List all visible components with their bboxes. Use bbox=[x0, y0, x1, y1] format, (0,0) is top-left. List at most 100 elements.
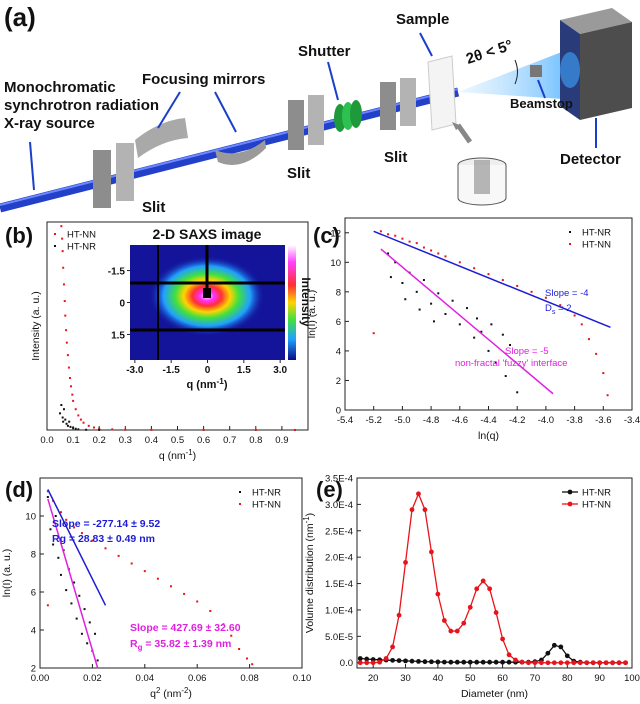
data-point bbox=[610, 660, 615, 666]
series-line bbox=[360, 492, 626, 664]
data-point bbox=[293, 428, 296, 431]
data-point bbox=[70, 385, 73, 388]
data-point bbox=[545, 660, 551, 666]
x-tick-label: -4.8 bbox=[423, 415, 439, 426]
x-tick-label: 0.1 bbox=[66, 435, 79, 446]
data-point bbox=[501, 333, 504, 336]
data-point bbox=[532, 660, 538, 666]
x-tick-label: 80 bbox=[562, 673, 573, 684]
x-axis-label-part: 2 bbox=[156, 686, 160, 695]
data-point bbox=[500, 636, 505, 642]
inset-x-tick-label: -3.0 bbox=[126, 365, 144, 376]
data-point bbox=[59, 573, 62, 576]
data-point bbox=[590, 660, 596, 666]
inset-x-label: q (nm-1) bbox=[187, 377, 228, 391]
legend-marker bbox=[54, 245, 56, 247]
x-tick-label: 0.2 bbox=[93, 435, 106, 446]
legend-marker bbox=[54, 233, 56, 235]
data-point bbox=[416, 491, 421, 497]
data-point bbox=[401, 237, 404, 240]
y-tick-label: 10 bbox=[25, 512, 36, 523]
data-point bbox=[64, 418, 67, 421]
data-point bbox=[170, 585, 172, 588]
data-point bbox=[429, 659, 434, 665]
x-tick-label: -4.2 bbox=[509, 415, 525, 426]
slit-plate bbox=[308, 95, 324, 145]
angle-label: 2θ < 5° bbox=[464, 37, 515, 68]
data-point bbox=[430, 302, 433, 305]
x-tick-label: 0.9 bbox=[275, 435, 288, 446]
data-point bbox=[52, 543, 55, 546]
x-tick-label: 0.08 bbox=[240, 673, 259, 684]
legend-label: HT-NN bbox=[582, 500, 611, 511]
data-point bbox=[473, 267, 476, 270]
data-point bbox=[372, 332, 375, 335]
y-tick-label: 2.5E-4 bbox=[325, 526, 353, 537]
y-axis-label: ln(I) (a. u.) bbox=[306, 290, 318, 338]
data-point bbox=[487, 273, 490, 276]
data-point bbox=[390, 657, 395, 663]
y-tick-label: 0.0 bbox=[340, 658, 353, 669]
data-point bbox=[551, 642, 557, 648]
annotation-part: R bbox=[130, 638, 138, 650]
y-tick-label: 3.5E-4 bbox=[325, 474, 353, 485]
data-point bbox=[245, 657, 248, 660]
data-point bbox=[422, 279, 425, 282]
data-point bbox=[454, 659, 460, 665]
x-axis-label-part: ) bbox=[188, 688, 192, 700]
annotation-part: non-fractal 'fuzzy' interface bbox=[455, 358, 567, 369]
data-point bbox=[416, 659, 421, 664]
x-tick-label: -5.2 bbox=[366, 415, 382, 426]
data-point bbox=[623, 660, 628, 666]
data-point bbox=[77, 428, 80, 431]
data-point bbox=[461, 659, 467, 665]
x-tick-label: 0.02 bbox=[83, 673, 102, 684]
data-point bbox=[403, 658, 408, 664]
inset-y-tick-label: 0 bbox=[119, 299, 125, 310]
inset-x-label-part: ) bbox=[224, 379, 228, 391]
x-axis-label: q2 (nm-2) bbox=[150, 686, 192, 700]
panel-label: (b) bbox=[5, 223, 33, 248]
y-axis-label: ln(I) (a. u.) bbox=[1, 549, 13, 597]
inset-x-tick-label: 0 bbox=[205, 365, 211, 376]
inset-x-tick-label: 1.5 bbox=[237, 365, 251, 376]
data-point bbox=[432, 320, 435, 323]
x-tick-label: -3.8 bbox=[566, 415, 582, 426]
data-point bbox=[68, 377, 71, 379]
data-point bbox=[437, 252, 440, 255]
data-point bbox=[564, 653, 570, 659]
slit-plate bbox=[116, 143, 134, 201]
data-point bbox=[80, 532, 83, 535]
x-tick-label: -5.0 bbox=[394, 415, 410, 426]
x-axis-label-part: q bbox=[150, 688, 156, 700]
data-point bbox=[83, 608, 86, 611]
slit-plate bbox=[380, 82, 396, 130]
x-tick-label: 0.04 bbox=[136, 673, 155, 684]
beamstop bbox=[530, 65, 542, 77]
data-point bbox=[124, 428, 127, 431]
data-point bbox=[79, 418, 82, 421]
data-point bbox=[487, 586, 493, 592]
data-point bbox=[516, 391, 519, 394]
data-point bbox=[480, 659, 486, 665]
data-point bbox=[390, 644, 395, 650]
data-point bbox=[46, 604, 49, 607]
x-tick-label: 100 bbox=[624, 673, 640, 684]
data-point bbox=[88, 621, 91, 624]
legend-label: HT-NR bbox=[67, 242, 96, 253]
y-axis-label-part: -1 bbox=[302, 516, 311, 523]
x-tick-label: 0.6 bbox=[197, 435, 210, 446]
y-tick-label: 4 bbox=[336, 346, 341, 357]
x-tick-label: -4.6 bbox=[452, 415, 468, 426]
x-axis-label-part: (nm bbox=[160, 688, 181, 700]
source-label: Monochromatic bbox=[4, 79, 116, 96]
annotation-part: Slope = -277.14 ± 9.52 bbox=[52, 518, 160, 530]
data-point bbox=[143, 570, 146, 573]
data-point bbox=[74, 408, 77, 411]
beamstop-label: Beamstop bbox=[510, 96, 573, 111]
data-point bbox=[448, 628, 454, 634]
data-point bbox=[513, 657, 518, 663]
data-point bbox=[418, 308, 421, 311]
annotation: Slope = -277.14 ± 9.52 bbox=[52, 518, 160, 530]
panel-label: (c) bbox=[313, 223, 340, 248]
